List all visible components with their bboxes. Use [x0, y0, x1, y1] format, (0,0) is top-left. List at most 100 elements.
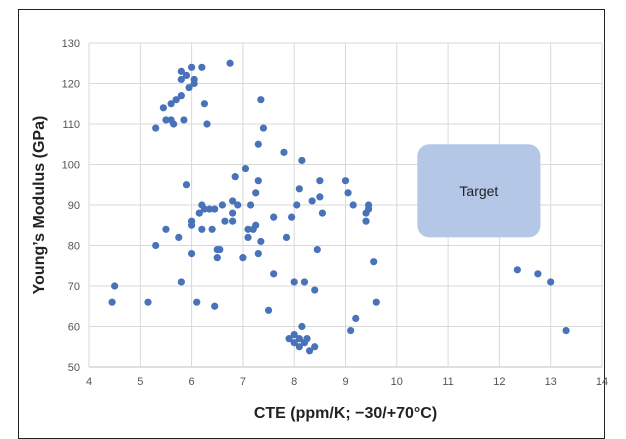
data-point — [352, 314, 360, 322]
data-point — [311, 286, 319, 294]
data-point — [534, 270, 542, 278]
data-point — [229, 217, 237, 225]
data-point — [305, 347, 314, 355]
data-point — [188, 250, 196, 258]
data-point — [200, 205, 209, 213]
data-point — [239, 254, 247, 262]
data-point — [364, 201, 373, 209]
data-point — [300, 278, 309, 286]
data-point — [203, 120, 211, 128]
data-point — [159, 104, 167, 112]
data-point — [162, 116, 170, 124]
y-tick-label: 70 — [68, 281, 80, 293]
scatter-chart: Target 50 60 70 80 90 100 110 120 130 4 5 6 7 8 9 10 11 1… — [31, 38, 608, 422]
data-point — [303, 335, 311, 343]
data-point — [111, 282, 119, 290]
data-point — [254, 140, 262, 148]
data-point — [177, 75, 185, 84]
data-point — [234, 201, 242, 209]
data-point — [280, 148, 288, 156]
data-point — [208, 225, 216, 233]
data-point — [293, 201, 301, 209]
data-point — [182, 71, 191, 79]
data-point — [229, 209, 237, 217]
data-point — [259, 124, 268, 132]
x-tick-label: 6 — [189, 376, 195, 388]
data-point — [295, 343, 303, 351]
x-tick-label: 11 — [442, 376, 453, 388]
data-point — [316, 177, 324, 185]
data-point — [198, 225, 206, 233]
data-point — [308, 197, 316, 205]
data-point — [108, 298, 116, 306]
data-point — [211, 302, 219, 310]
data-point — [162, 225, 170, 233]
y-tick-label: 60 — [68, 322, 80, 334]
y-tick-label: 90 — [68, 200, 80, 212]
data-point — [341, 177, 350, 185]
data-point — [270, 270, 278, 278]
data-point — [370, 258, 378, 266]
data-point — [252, 189, 260, 197]
data-point — [257, 237, 265, 246]
data-point — [288, 213, 296, 221]
data-point — [226, 59, 234, 67]
x-tick-label: 4 — [86, 376, 92, 388]
data-point — [311, 343, 319, 351]
target-box — [417, 144, 541, 238]
data-point — [185, 83, 193, 92]
x-tick-label: 7 — [240, 376, 246, 388]
data-point — [211, 205, 219, 213]
data-point — [190, 79, 198, 88]
data-point — [285, 335, 293, 343]
x-tick-label: 5 — [137, 376, 143, 388]
data-point — [229, 197, 237, 205]
data-point — [175, 233, 183, 241]
data-point — [298, 322, 306, 331]
data-point — [244, 233, 252, 241]
target-region: Target — [417, 144, 541, 238]
data-point — [177, 67, 185, 75]
data-point — [290, 278, 298, 286]
data-point — [349, 201, 357, 209]
data-point — [172, 96, 180, 104]
data-point — [270, 213, 278, 221]
data-point — [344, 189, 352, 197]
data-point — [244, 225, 252, 233]
y-tick-label: 110 — [62, 119, 80, 131]
data-point — [513, 266, 521, 274]
x-tick-label: 14 — [596, 376, 608, 388]
data-point — [295, 335, 303, 343]
data-point — [547, 278, 555, 286]
data-point — [241, 164, 250, 173]
x-tick-label: 13 — [545, 376, 557, 388]
data-point — [347, 326, 355, 335]
y-tick-label: 80 — [68, 241, 80, 253]
data-point — [313, 245, 321, 254]
data-point — [167, 100, 175, 108]
data-point — [254, 177, 262, 185]
axes: 50 60 70 80 90 100 110 120 130 4 5 6 7 8 9 10 11 12 13 14 — [62, 38, 608, 388]
data-point — [177, 278, 185, 286]
y-tick-label: 50 — [68, 362, 80, 374]
data-point — [205, 205, 214, 213]
data-point — [246, 201, 255, 209]
data-point — [298, 156, 306, 165]
data-point — [200, 100, 209, 108]
target-label: Target — [459, 183, 498, 199]
data-point — [216, 245, 224, 254]
data-point — [254, 250, 262, 258]
data-point — [318, 209, 327, 217]
data-point — [152, 241, 160, 250]
y-tick-label: 130 — [62, 38, 80, 50]
x-tick-label: 9 — [342, 376, 348, 388]
data-point — [290, 339, 298, 347]
x-tick-label: 8 — [291, 376, 297, 388]
data-point — [316, 193, 324, 201]
data-point — [213, 254, 221, 262]
x-tick-label: 10 — [391, 376, 403, 388]
data-point — [180, 116, 188, 124]
data-point — [177, 92, 185, 100]
y-axis-title: Young’s Modulus (GPa) — [31, 116, 48, 295]
data-point — [170, 120, 178, 128]
